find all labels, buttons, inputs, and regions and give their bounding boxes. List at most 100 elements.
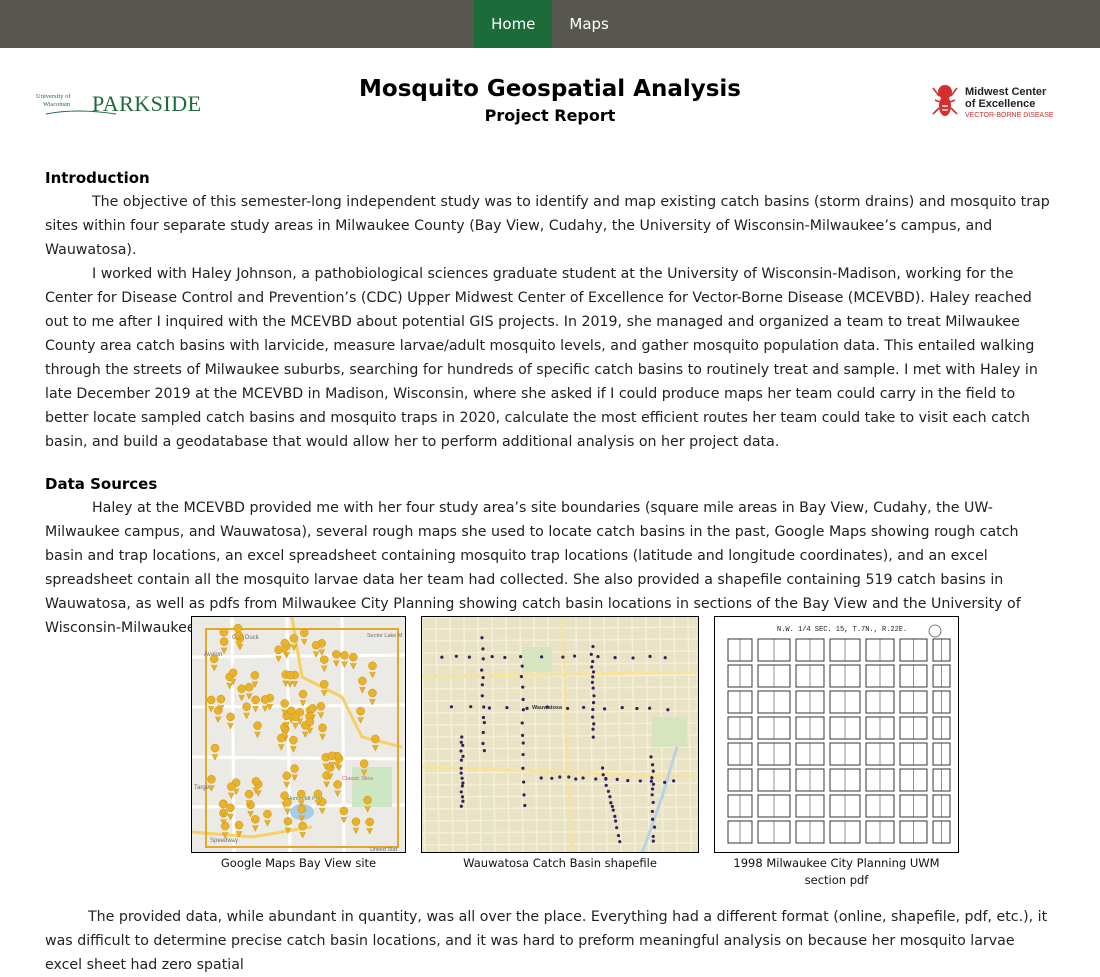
catch-basin-point [460,776,464,780]
catch-basin-point [651,839,655,843]
map-pin-icon [316,702,326,719]
map-pin-icon [226,803,235,821]
catch-basin-point [608,795,612,799]
map-pin-icon [220,821,230,839]
catch-basin-point [615,777,619,781]
map-pin-icon [339,806,349,824]
catch-basin-point [459,740,463,744]
top-nav: Home Maps [0,0,1100,48]
catch-basin-point [521,752,525,757]
map-pin-icon [291,712,300,730]
map-pin-icon [233,623,243,641]
closing-paragraph: The provided data, while abundant in qua… [45,909,1048,973]
catch-basin-point [558,775,562,779]
map-pin-icon [359,759,369,777]
catch-basin-point [604,783,608,787]
catch-basin-point [522,793,526,797]
map-pin-icon [244,682,254,700]
map-pin-icon [298,821,307,839]
plat-blocks [727,638,951,844]
map-pin-icon [285,670,295,688]
catch-basin-point [591,707,595,712]
map-pin-icon [244,789,254,807]
map-pin-icon [251,815,260,832]
catch-basin-point [601,773,605,777]
catch-basin-point [649,755,653,759]
catch-basin-point [459,771,463,775]
catch-basin-point [591,735,595,739]
catch-basin-point [631,656,635,660]
map-pin-icon [365,817,374,835]
catch-basin-point [663,780,667,784]
catch-basin-point [591,670,596,674]
catch-basin-point [650,793,654,797]
catch-basin-point [616,833,621,838]
map-pin-icon [332,650,341,667]
figure-caption-bay-view: Google Maps Bay View site [220,856,377,870]
map-pin-icon [289,634,299,651]
map-pin-icon [298,689,308,707]
introduction-section: Introduction The objective of this semes… [45,166,1055,454]
figures-row: Odd Duck Avalon Sector Lake M Target Spe… [0,616,1100,896]
catch-basin-point [482,705,486,709]
catch-basin-point [505,706,509,710]
nav-maps-link[interactable]: Maps [569,15,609,33]
catch-basin-point [613,814,617,818]
catch-basin-point [459,790,463,794]
page-header: University of Wisconsin PARKSIDE Mosquit… [0,48,1100,148]
title-block: Mosquito Geospatial Analysis Project Rep… [0,76,1100,125]
catch-basin-point [480,683,484,687]
wauwatosa-map-image[interactable]: Wauwatosa [422,617,699,853]
catch-basin-point [614,819,618,823]
map-pin-icon [263,809,272,827]
map-pin-icon [300,628,309,646]
map-pin-icon [371,734,380,752]
catch-basin-point [449,705,454,709]
catch-basin-point [565,706,570,711]
nav-home-link[interactable]: Home [474,0,553,48]
catch-basin-point [521,708,525,712]
map-pin-icon [349,652,358,670]
bay-view-map-image[interactable]: Odd Duck Avalon Sector Lake M Target Spe… [192,617,406,853]
map-pin-icon [283,798,292,816]
catch-basin-point [481,657,485,661]
catch-basin-point [521,741,525,745]
uwm-section-image[interactable]: N.W. 1/4 SEC. 15, T.7N., R.22E. [715,617,959,853]
catch-basin-point [650,787,655,791]
map-pin-icon [282,771,291,789]
map-pin-icon [251,777,261,794]
map-pin-icon [210,743,220,761]
catch-basin-point [460,784,464,788]
page-subtitle: Project Report [484,106,616,125]
catch-basin-point [574,777,578,781]
catch-basin-point [592,694,596,698]
catch-basin-point [648,706,652,710]
catch-basin-point [545,705,549,709]
map-label-speedway: Speedway [210,838,238,844]
catch-basin-point [672,779,676,783]
catch-basin-point [550,776,554,780]
map-pin-icon [207,775,216,792]
map-pin-icon [227,782,236,800]
catch-basin-point [591,701,596,705]
catch-basin-point [615,826,619,830]
catch-basin-point [582,705,586,710]
map-label-humboldt: Humboldt Park [287,796,324,802]
catch-basin-point [648,654,652,658]
map-pin-icon [274,645,283,663]
map-pin-icon [216,694,226,712]
map-pin-icon [250,671,260,688]
catch-basin-point [591,715,595,719]
catch-basin-point [600,766,605,770]
catch-basin-point [520,721,524,725]
catch-basin-point [635,706,639,711]
catch-basin-point [591,644,595,649]
map-pin-icon [206,695,216,713]
map-pin-icon [289,735,298,753]
catch-basin-point [592,722,596,726]
catch-basin-point [525,706,529,710]
mosquito-icon [932,85,958,116]
catch-basin-point [521,685,525,689]
figure-wauwatosa: Wauwatosa Wauwatosa Catch Basin shapefil… [421,616,699,872]
catch-basin-point [650,809,654,814]
